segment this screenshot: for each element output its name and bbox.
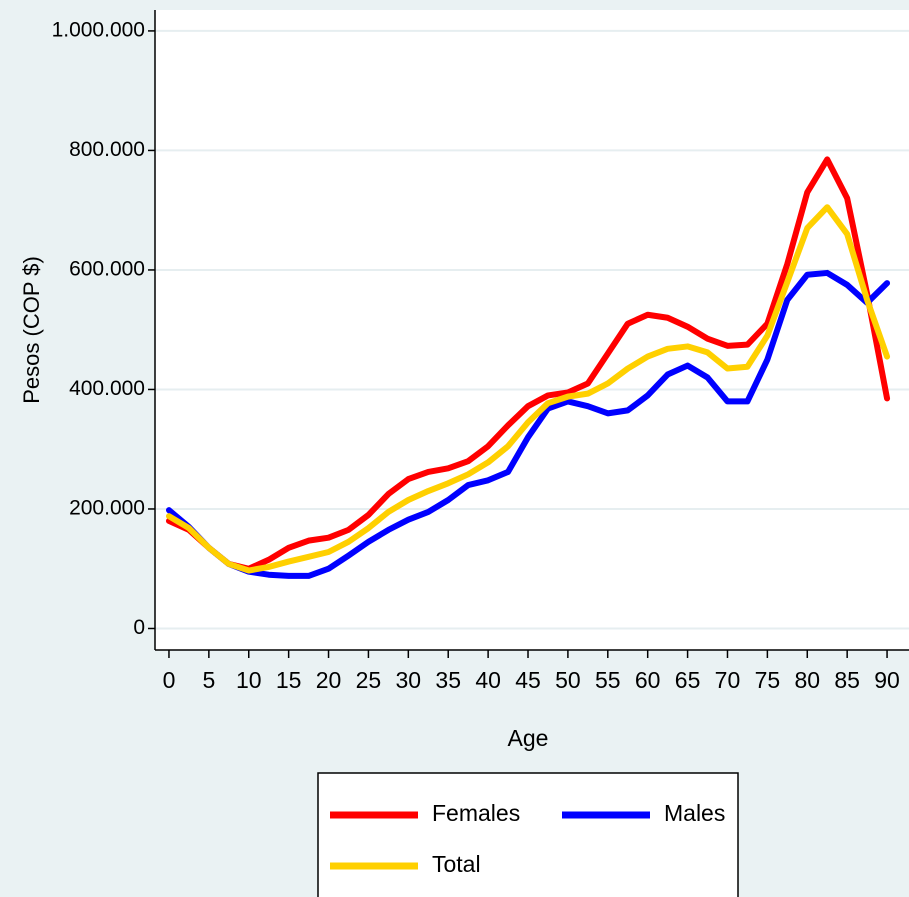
x-tick-label: 65 xyxy=(675,667,701,693)
legend-label: Males xyxy=(664,800,725,826)
x-tick-label: 50 xyxy=(555,667,581,693)
y-tick-label: 400.000 xyxy=(69,377,145,400)
x-tick-label: 30 xyxy=(396,667,422,693)
x-tick-label: 35 xyxy=(435,667,461,693)
series-line xyxy=(165,269,891,579)
legend-label: Total xyxy=(432,851,481,877)
x-tick-label: 90 xyxy=(874,667,900,693)
legend xyxy=(317,772,739,897)
x-tick-label: 55 xyxy=(595,667,621,693)
x-tick-label: 60 xyxy=(635,667,661,693)
series-line xyxy=(165,156,891,572)
x-tick-label: 40 xyxy=(475,667,501,693)
y-tick-label: 200.000 xyxy=(69,497,145,520)
series-line xyxy=(165,204,891,574)
y-tick-label: 0 xyxy=(133,616,145,639)
x-tick-label: 0 xyxy=(163,667,176,693)
x-axis-title: Age xyxy=(508,725,549,751)
plot-area xyxy=(155,10,909,650)
x-tick-label: 15 xyxy=(276,667,302,693)
x-tick-label: 5 xyxy=(202,667,215,693)
x-tick-label: 70 xyxy=(715,667,741,693)
y-tick-label: 600.000 xyxy=(69,257,145,280)
x-tick-label: 45 xyxy=(515,667,541,693)
x-tick-label: 10 xyxy=(236,667,262,693)
y-axis-title: Pesos (COP $) xyxy=(19,256,44,404)
x-tick-label: 20 xyxy=(316,667,342,693)
y-tick-label: 1.000.000 xyxy=(52,18,145,41)
x-tick-label: 75 xyxy=(755,667,781,693)
y-tick-label: 800.000 xyxy=(69,138,145,161)
x-tick-label: 85 xyxy=(834,667,860,693)
x-tick-label: 25 xyxy=(356,667,382,693)
x-tick-label: 80 xyxy=(794,667,820,693)
legend-label: Females xyxy=(432,800,520,826)
